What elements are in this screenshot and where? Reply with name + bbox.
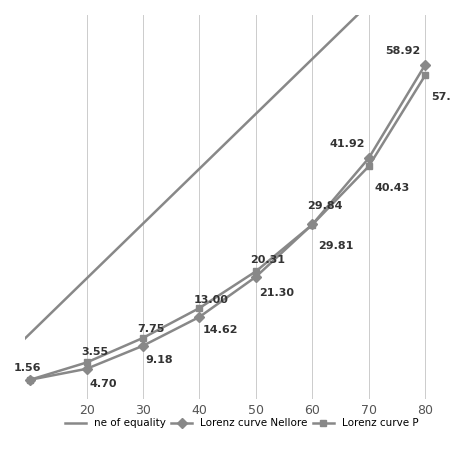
Text: 57.: 57. (431, 92, 450, 102)
Lorenz curve Nellore (140, 343, 146, 348)
Text: 4.70: 4.70 (90, 379, 117, 389)
Lorenz curve Nellore (84, 366, 90, 372)
Line: Lorenz curve P: Lorenz curve P (27, 72, 428, 383)
Text: 21.30: 21.30 (259, 288, 294, 298)
Lorenz curve P (140, 335, 146, 341)
Text: 14.62: 14.62 (202, 325, 238, 335)
Lorenz curve P (253, 268, 259, 274)
Text: 20.31: 20.31 (250, 255, 285, 265)
Lorenz curve P (310, 222, 315, 228)
Lorenz curve P (366, 164, 372, 169)
Line: Lorenz curve Nellore: Lorenz curve Nellore (27, 61, 428, 383)
Text: 29.81: 29.81 (318, 241, 353, 251)
Text: 58.92: 58.92 (386, 46, 421, 56)
Lorenz curve Nellore (27, 377, 33, 383)
Text: 7.75: 7.75 (137, 324, 165, 334)
Legend: ne of equality, Lorenz curve Nellore, Lorenz curve P: ne of equality, Lorenz curve Nellore, Lo… (61, 414, 423, 432)
Text: 3.55: 3.55 (81, 347, 108, 357)
Lorenz curve P (197, 305, 202, 311)
Text: 40.43: 40.43 (374, 183, 410, 193)
Lorenz curve P (84, 360, 90, 365)
Lorenz curve P (422, 73, 428, 78)
Lorenz curve Nellore (310, 222, 315, 228)
Lorenz curve P (27, 377, 33, 383)
Text: 9.18: 9.18 (146, 355, 173, 365)
Text: 13.00: 13.00 (194, 295, 228, 305)
Text: 1.56: 1.56 (13, 364, 41, 374)
Lorenz curve Nellore (197, 314, 202, 320)
Text: 41.92: 41.92 (329, 139, 365, 149)
Lorenz curve Nellore (422, 62, 428, 68)
Lorenz curve Nellore (253, 274, 259, 280)
Lorenz curve Nellore (366, 155, 372, 161)
Text: 29.84: 29.84 (307, 201, 342, 211)
